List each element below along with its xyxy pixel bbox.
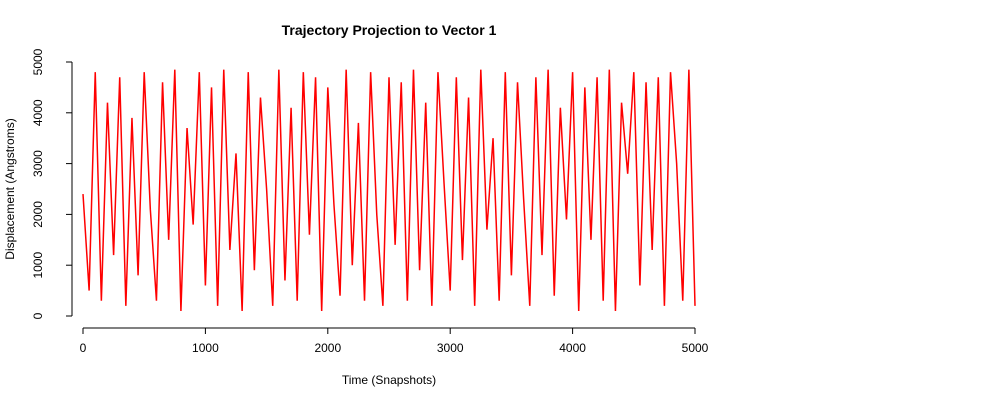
y-tick-label: 4000: [31, 99, 45, 126]
x-tick-label: 2000: [314, 341, 341, 355]
y-tick-label: 1000: [31, 252, 45, 279]
x-axis-label: Time (Snapshots): [342, 373, 436, 387]
y-tick-label: 3000: [31, 150, 45, 177]
x-tick-label: 3000: [437, 341, 464, 355]
x-tick-label: 1000: [192, 341, 219, 355]
y-tick-label: 0: [31, 312, 45, 319]
chart-title: Trajectory Projection to Vector 1: [282, 22, 497, 38]
y-tick-label: 2000: [31, 201, 45, 228]
y-tick-label: 5000: [31, 48, 45, 75]
x-tick-label: 4000: [559, 341, 586, 355]
x-tick-label: 5000: [682, 341, 709, 355]
y-axis-label: Displacement (Angstroms): [3, 118, 17, 259]
x-tick-label: 0: [80, 341, 87, 355]
data-line: [82, 69, 696, 311]
